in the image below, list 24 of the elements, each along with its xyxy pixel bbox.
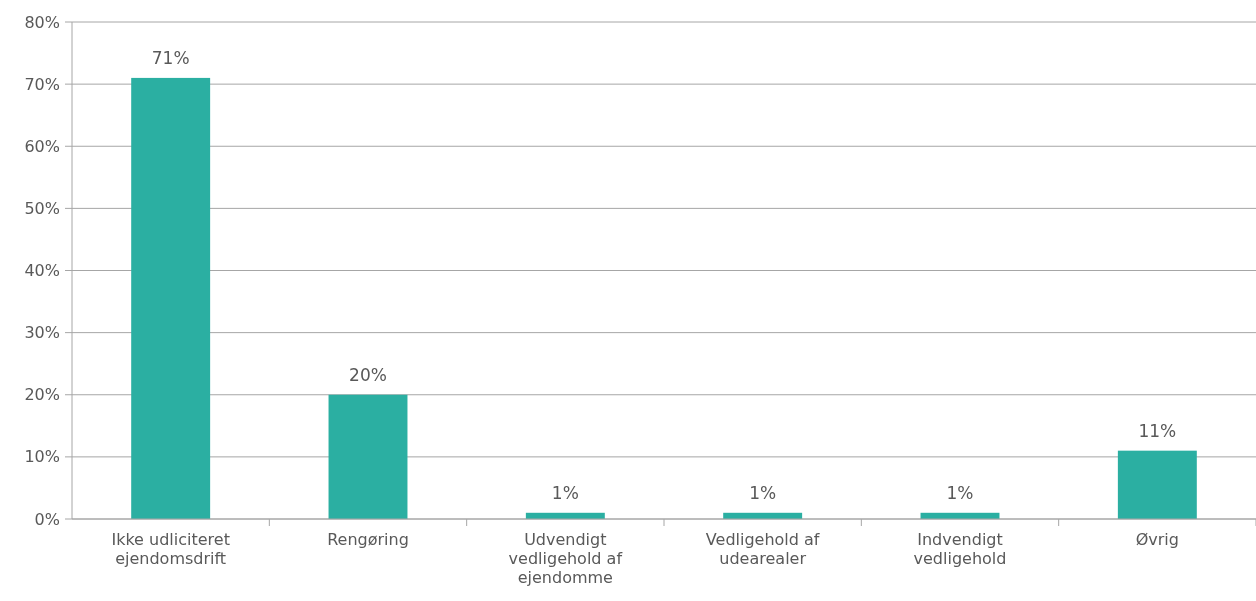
y-tick-label: 50% [24, 198, 60, 218]
bar [1117, 450, 1197, 519]
y-tick-label: 80% [24, 12, 60, 32]
data-label: 20% [349, 364, 387, 385]
y-tick-label: 0% [34, 509, 60, 529]
data-label: 11% [1138, 420, 1177, 441]
x-tick-label: Øvrig [1135, 530, 1179, 549]
y-tick-label: 20% [24, 385, 60, 405]
y-tick-label: 60% [24, 136, 60, 156]
data-label: 1% [946, 482, 974, 503]
x-tick-label: Vedligehold af udearealer [705, 530, 820, 568]
y-tick-label: 40% [24, 261, 60, 281]
x-tick-label: Indvendigt vedligehold [913, 530, 1007, 568]
x-tick-label: Ikke udliciteret ejendomsdrift [111, 530, 230, 568]
bar [328, 394, 408, 519]
y-tick-label: 30% [24, 323, 60, 343]
y-tick-label: 70% [24, 74, 60, 94]
bar [131, 77, 211, 519]
data-label: 1% [749, 482, 777, 503]
x-tick-label: Rengøring [327, 530, 409, 549]
data-label: 71% [151, 47, 190, 68]
y-tick-label: 10% [24, 447, 60, 467]
x-tick-label: Udvendigt vedligehold af ejendomme [508, 530, 623, 587]
data-label: 1% [551, 482, 579, 503]
